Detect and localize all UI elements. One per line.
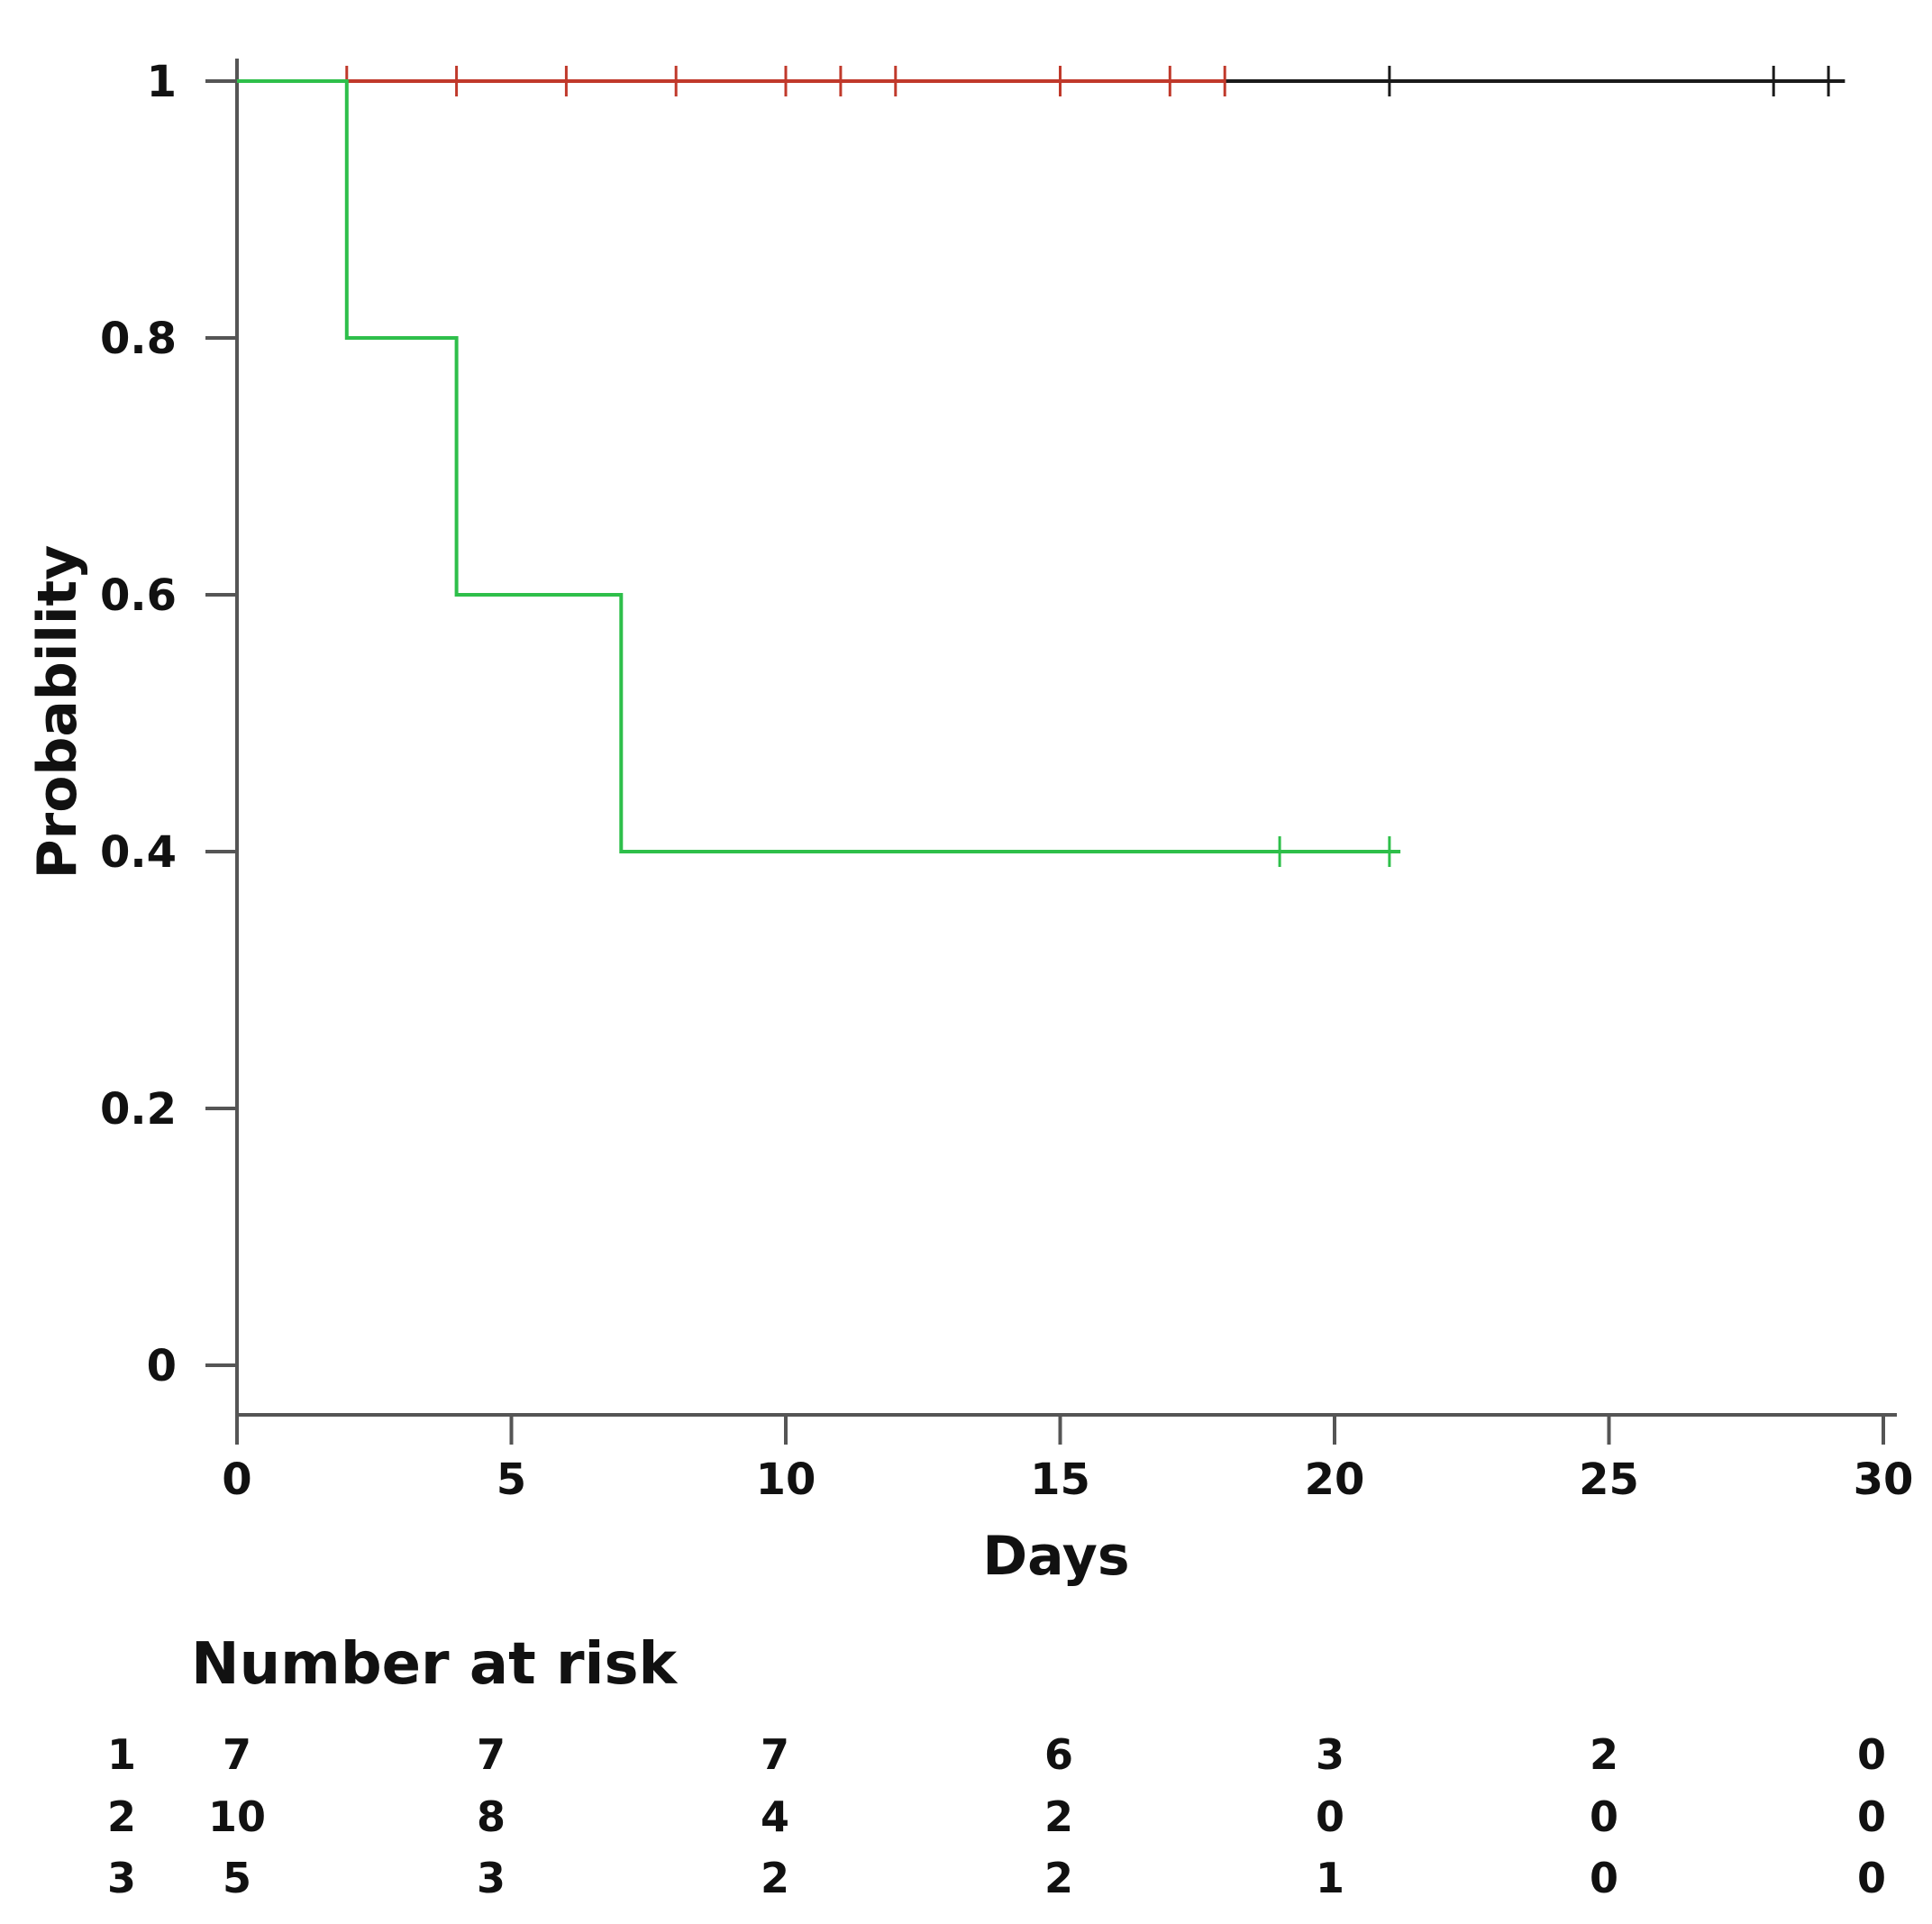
- risk-row: 3 5 3 2 2 1 0 0: [107, 1854, 1886, 1902]
- risk-count: 0: [1316, 1792, 1344, 1841]
- risk-count: 0: [1857, 1792, 1886, 1841]
- series-2: [237, 66, 1226, 96]
- risk-rows: 1 7 7 7 6 3 2 02 10 8 4 2 0 0 03 5 3 2 2 1 0 0: [107, 1730, 1886, 1902]
- y-tick-label: 0.8: [100, 314, 177, 364]
- risk-row: 1 7 7 7 6 3 2 0: [107, 1730, 1886, 1779]
- x-tick-label: 5: [497, 1454, 526, 1505]
- plot-area: 0 0.2 0.4 0.6 0.8 1 0 5 10 15 20 25 30: [100, 57, 1913, 1505]
- risk-count: 0: [1857, 1854, 1886, 1902]
- risk-count: 2: [761, 1854, 789, 1902]
- y-tick-label: 0.4: [100, 827, 177, 878]
- y-tick-label: 0.6: [100, 570, 177, 621]
- risk-row-label: 3: [107, 1854, 136, 1902]
- x-tick-label: 25: [1579, 1454, 1639, 1505]
- series-3-line: [237, 79, 1401, 853]
- risk-count: 0: [1590, 1854, 1618, 1902]
- x-tick-label: 30: [1854, 1454, 1914, 1505]
- risk-count: 3: [1316, 1730, 1344, 1779]
- y-tick-label: 0: [147, 1341, 177, 1391]
- x-tick-label: 20: [1305, 1454, 1365, 1505]
- risk-row-label: 2: [107, 1792, 136, 1841]
- risk-count: 7: [477, 1730, 506, 1779]
- risk-count: 10: [208, 1792, 266, 1841]
- x-tick-label: 15: [1030, 1454, 1090, 1505]
- y-axis-title: Probability: [26, 545, 89, 880]
- survival-curves: [237, 66, 1845, 867]
- risk-count: 6: [1044, 1730, 1073, 1779]
- risk-count: 5: [223, 1854, 251, 1902]
- risk-count: 8: [477, 1792, 506, 1841]
- risk-table-title: Number at risk: [191, 1631, 679, 1698]
- risk-row-label: 1: [107, 1730, 136, 1779]
- risk-count: 0: [1590, 1792, 1618, 1841]
- risk-row: 2 10 8 4 2 0 0 0: [107, 1792, 1886, 1841]
- y-tick-label: 1: [147, 57, 177, 107]
- risk-count: 3: [477, 1854, 506, 1902]
- risk-count: 2: [1044, 1854, 1073, 1902]
- y-ticks: 0 0.2 0.4 0.6 0.8 1: [100, 57, 237, 1391]
- x-tick-label: 0: [222, 1454, 251, 1505]
- risk-table: Number at risk 1 7 7 7 6 3 2 02 10 8 4 2 0 0 03 5 3 2 2 1 0 0: [107, 1631, 1886, 1902]
- risk-count: 2: [1590, 1730, 1618, 1779]
- risk-count: 7: [223, 1730, 251, 1779]
- series-3: [237, 79, 1401, 867]
- risk-count: 7: [761, 1730, 789, 1779]
- risk-count: 1: [1316, 1854, 1344, 1902]
- x-axis-title: Days: [982, 1525, 1129, 1588]
- risk-count: 4: [761, 1792, 789, 1841]
- y-tick-label: 0.2: [100, 1084, 177, 1135]
- x-ticks: 0 5 10 15 20 25 30: [222, 1415, 1913, 1505]
- risk-count: 0: [1857, 1730, 1886, 1779]
- risk-count: 2: [1044, 1792, 1073, 1841]
- x-tick-label: 10: [756, 1454, 816, 1505]
